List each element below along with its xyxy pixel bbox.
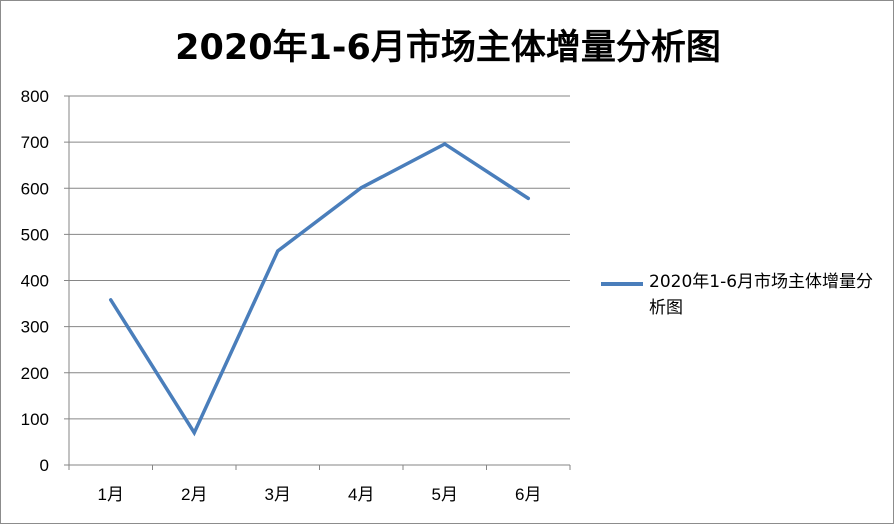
chart-title: 2020年1-6月市场主体增量分析图 (175, 28, 721, 68)
y-tick-label: 0 (40, 456, 49, 475)
x-tick-label: 5月 (432, 485, 458, 504)
data-point (526, 196, 530, 200)
data-point (359, 186, 363, 190)
data-point (276, 249, 280, 253)
series-line (109, 141, 530, 437)
data-point (443, 142, 447, 146)
y-tick-label: 700 (21, 133, 49, 152)
y-tick-label: 500 (21, 225, 49, 244)
legend-swatch (601, 282, 643, 286)
x-tick-label: 2月 (181, 485, 207, 504)
x-tick-label: 6月 (515, 485, 541, 504)
x-tick-label: 1月 (98, 485, 124, 504)
y-tick-label: 300 (21, 318, 49, 337)
y-tick-label: 800 (21, 87, 49, 106)
legend-label: 2020年1-6月市场主体增量分析图 (649, 272, 874, 318)
x-tick-label: 3月 (265, 485, 291, 504)
y-tick-label: 200 (21, 364, 49, 383)
y-tick-label: 100 (21, 410, 49, 429)
y-tick-label: 400 (21, 272, 49, 291)
x-tick-label: 4月 (348, 485, 374, 504)
data-point (109, 298, 113, 302)
y-tick-label: 600 (21, 179, 49, 198)
data-point (192, 431, 196, 435)
